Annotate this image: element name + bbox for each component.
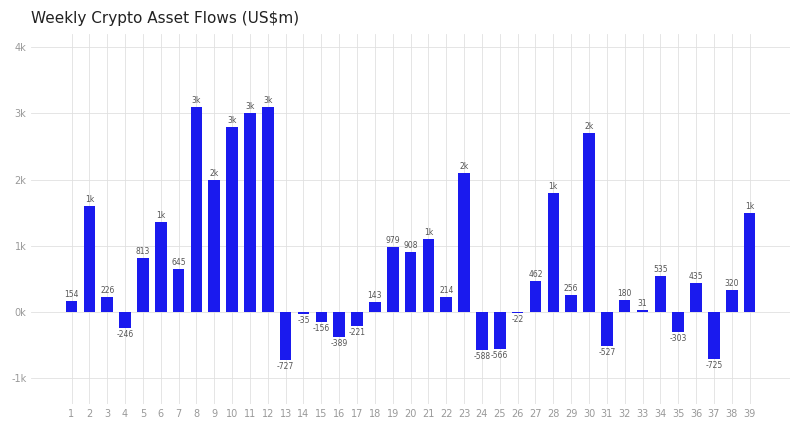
Text: 3k: 3k [191, 96, 201, 105]
Bar [262, 107, 274, 312]
Text: 3k: 3k [263, 96, 272, 105]
Text: 462: 462 [528, 270, 543, 279]
Bar [583, 133, 595, 312]
Text: 1k: 1k [745, 202, 755, 211]
Text: -303: -303 [670, 334, 687, 343]
Text: Weekly Crypto Asset Flows (US$m): Weekly Crypto Asset Flows (US$m) [31, 11, 300, 26]
Text: 2k: 2k [460, 162, 469, 171]
Bar [405, 252, 417, 312]
Bar [619, 300, 630, 312]
Bar [351, 312, 363, 326]
Text: 1k: 1k [85, 195, 94, 204]
Text: 226: 226 [100, 286, 115, 295]
Bar [458, 173, 470, 312]
Bar [441, 298, 452, 312]
Bar [191, 107, 202, 312]
Bar [244, 114, 256, 312]
Bar [155, 222, 167, 312]
Bar [726, 290, 738, 312]
Text: 2k: 2k [210, 169, 219, 178]
Text: -221: -221 [348, 328, 365, 337]
Bar [690, 283, 702, 312]
Text: 154: 154 [64, 290, 78, 299]
Bar [316, 312, 327, 322]
Bar [494, 312, 505, 349]
Bar [548, 193, 559, 312]
Text: 535: 535 [653, 265, 668, 274]
Text: -156: -156 [312, 324, 330, 333]
Text: 3k: 3k [245, 102, 255, 111]
Text: 320: 320 [725, 280, 739, 289]
Text: 180: 180 [618, 289, 632, 298]
Text: 908: 908 [404, 241, 418, 250]
Text: -527: -527 [598, 348, 615, 357]
Bar [298, 312, 309, 314]
Text: -22: -22 [512, 315, 524, 324]
Bar [529, 281, 541, 312]
Text: 256: 256 [564, 284, 578, 293]
Text: 435: 435 [689, 272, 703, 281]
Bar [654, 276, 666, 312]
Text: -35: -35 [297, 316, 310, 325]
Bar [208, 179, 220, 312]
Bar [227, 127, 238, 312]
Text: 3k: 3k [227, 116, 237, 125]
Bar [83, 206, 95, 312]
Bar [369, 302, 380, 312]
Text: 214: 214 [439, 286, 453, 295]
Bar [280, 312, 292, 359]
Text: -727: -727 [277, 362, 294, 371]
Bar [476, 312, 488, 350]
Text: 1k: 1k [549, 182, 558, 191]
Text: 143: 143 [368, 291, 382, 300]
Text: 813: 813 [135, 247, 150, 256]
Text: 2k: 2k [585, 122, 594, 131]
Bar [387, 247, 399, 312]
Bar [66, 301, 78, 312]
Bar [744, 212, 755, 312]
Bar [423, 239, 434, 312]
Text: -389: -389 [331, 339, 348, 348]
Text: 1k: 1k [424, 228, 433, 237]
Text: 31: 31 [638, 298, 647, 307]
Bar [708, 312, 720, 359]
Bar [512, 312, 523, 313]
Bar [102, 297, 113, 312]
Text: -725: -725 [706, 362, 723, 370]
Bar [637, 310, 648, 312]
Text: -566: -566 [491, 351, 509, 360]
Bar [173, 269, 184, 312]
Bar [119, 312, 131, 328]
Bar [333, 312, 345, 337]
Bar [601, 312, 613, 347]
Text: 1k: 1k [156, 212, 165, 221]
Text: -588: -588 [473, 353, 490, 361]
Text: 979: 979 [385, 236, 400, 245]
Bar [566, 295, 577, 312]
Bar [672, 312, 684, 332]
Text: 645: 645 [171, 258, 186, 267]
Bar [137, 258, 149, 312]
Text: -246: -246 [116, 330, 134, 339]
